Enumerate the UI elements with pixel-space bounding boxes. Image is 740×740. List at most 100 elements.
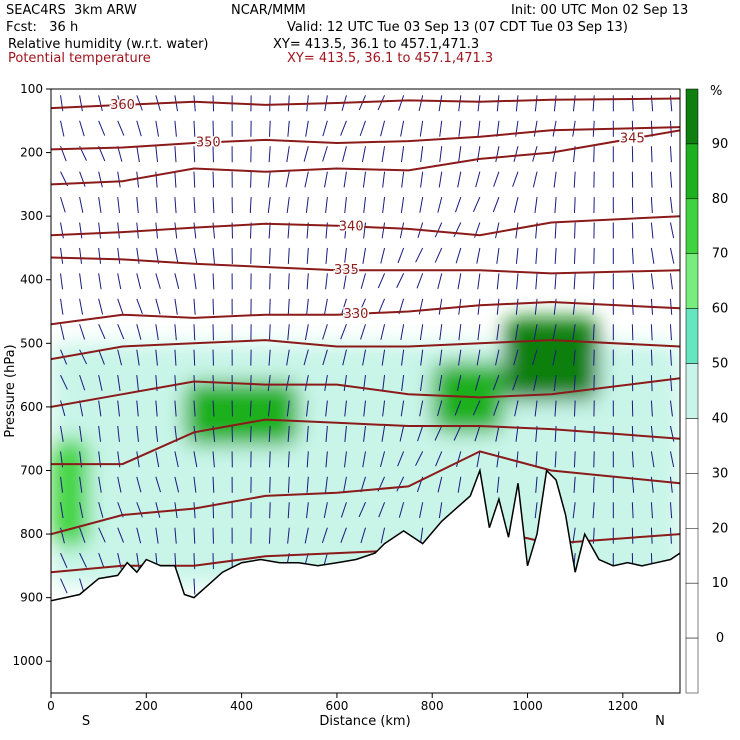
- wind-vector: [363, 425, 366, 442]
- wind-vector: [269, 502, 271, 519]
- theta-contour-line: [51, 256, 680, 275]
- wind-vector: [669, 120, 672, 137]
- wind-vector: [136, 120, 142, 137]
- wind-vector: [79, 374, 86, 391]
- wind-vector: [136, 324, 142, 340]
- wind-vector: [592, 476, 595, 493]
- wind-vector: [437, 400, 443, 417]
- wind-vector: [669, 476, 673, 493]
- wind-vector: [98, 222, 102, 239]
- wind-vector: [439, 120, 443, 137]
- wind-vector: [401, 349, 405, 366]
- wind-vector: [669, 375, 673, 392]
- wind-vector: [515, 298, 519, 315]
- wind-vector: [363, 197, 366, 214]
- wind-vector: [287, 451, 290, 468]
- wind-vector: [669, 171, 673, 188]
- theta-contour-line: [51, 418, 680, 466]
- wind-vector: [136, 95, 143, 111]
- wind-vector: [534, 502, 538, 519]
- wind-vector: [495, 146, 500, 163]
- wind-vector: [492, 374, 500, 391]
- wind-vector: [515, 324, 519, 341]
- wind-vector: [532, 349, 538, 366]
- wind-vector: [438, 95, 443, 112]
- wind-vector: [554, 400, 557, 417]
- wind-vector: [381, 425, 386, 442]
- wind-vector: [512, 374, 519, 391]
- wind-vector: [573, 273, 576, 290]
- wind-vector: [193, 95, 196, 112]
- wind-vector: [136, 146, 140, 163]
- wind-vector: [287, 298, 290, 315]
- wind-vector: [434, 425, 443, 441]
- wind-vector: [344, 451, 347, 468]
- wind-vector: [267, 375, 271, 392]
- wind-vector: [212, 273, 215, 290]
- wind-vector: [377, 298, 386, 314]
- wind-vector: [572, 95, 576, 112]
- x-axis-title: Distance (km): [319, 714, 410, 729]
- colorbar: % 90 80 70 60 50 40 30 20 10 0: [685, 84, 728, 694]
- wind-vector: [306, 476, 309, 493]
- wind-vector: [269, 298, 271, 315]
- wind-vector: [155, 400, 158, 417]
- wind-vector: [415, 451, 424, 466]
- theta-contour-line: [51, 300, 680, 326]
- wind-vector: [305, 197, 309, 214]
- wind-vector: [362, 349, 366, 366]
- valid-time-label: Valid: 12 UTC Tue 03 Sep 13 (07 CDT Tue …: [287, 20, 628, 35]
- wind-vector: [341, 298, 347, 315]
- wind-vector: [193, 578, 196, 595]
- wind-vector: [669, 298, 673, 315]
- wind-vector: [98, 298, 104, 315]
- wind-vector: [287, 324, 290, 341]
- wind-vector: [535, 476, 538, 493]
- wind-vector: [174, 298, 178, 315]
- wind-vector: [378, 502, 386, 518]
- wind-vector: [212, 171, 215, 188]
- wind-vector: [631, 222, 634, 239]
- wind-vector: [477, 324, 481, 341]
- wind-vector: [98, 349, 105, 365]
- y-tick-label: 500: [20, 336, 43, 350]
- wind-vector: [475, 171, 481, 188]
- wind-vector: [117, 95, 123, 111]
- wind-vector: [458, 120, 462, 137]
- wind-vector: [437, 273, 443, 290]
- wind-vector: [268, 222, 271, 239]
- wind-vector: [79, 171, 86, 187]
- wind-vector: [453, 222, 462, 238]
- wind-vector: [650, 171, 653, 188]
- wind-vector: [358, 502, 366, 518]
- wind-vector: [286, 197, 290, 214]
- wind-vector: [193, 222, 197, 239]
- wind-vector: [304, 324, 309, 341]
- wind-vector: [650, 273, 654, 290]
- colorbar-swatch: [685, 363, 699, 419]
- wind-vector: [650, 400, 653, 417]
- wind-vector: [325, 400, 328, 417]
- wind-vector: [532, 171, 538, 188]
- theta-contour-line: [51, 126, 680, 151]
- model-label: SEAC4RS 3km ARW: [6, 3, 137, 18]
- wind-vector: [458, 349, 462, 366]
- wind-vector: [98, 95, 103, 112]
- y-tick-label: 1000: [12, 654, 43, 668]
- wind-vector: [572, 527, 576, 544]
- wind-vector: [136, 400, 139, 417]
- wind-vector: [193, 375, 196, 392]
- wind-vector: [362, 247, 366, 264]
- wind-vector: [98, 476, 102, 493]
- wind-vector: [477, 95, 481, 112]
- wind-vector: [79, 324, 86, 340]
- wind-vector: [136, 502, 143, 518]
- wind-vector: [60, 324, 65, 340]
- wind-vector: [516, 273, 519, 290]
- wind-vector: [98, 247, 102, 264]
- wind-vector: [573, 349, 576, 366]
- theta-contour-label: 345: [620, 132, 645, 147]
- wind-vector: [552, 146, 557, 162]
- wind-vector: [342, 476, 347, 493]
- wind-vector: [574, 425, 576, 442]
